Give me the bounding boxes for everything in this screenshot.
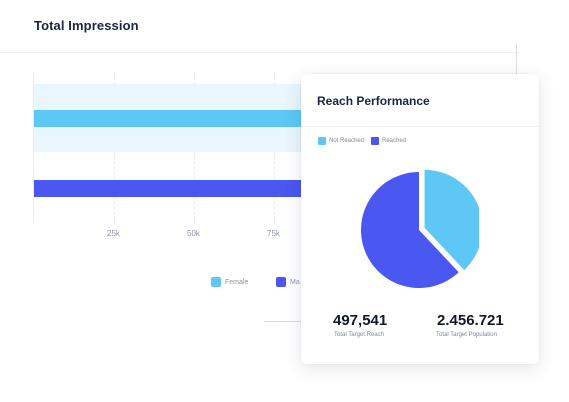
impression-title: Total Impression (34, 18, 139, 33)
total-target-population-label: Total Target Population (436, 332, 497, 338)
pie-svg (361, 169, 483, 288)
reach-title: Reach Performance (317, 94, 430, 108)
legend-male-swatch (276, 277, 286, 287)
tick-label-25k: 25k (107, 229, 120, 238)
card-bottom-edge (264, 321, 304, 322)
card-edge-line (516, 44, 517, 74)
impression-header: Total Impression (0, 0, 520, 53)
legend-not-reached-swatch (318, 137, 326, 145)
legend-female-swatch (211, 277, 221, 287)
male-bar[interactable] (34, 180, 304, 197)
legend-male-label: Ma (290, 279, 300, 286)
chart-y-axis (33, 72, 34, 224)
legend-reached-swatch (371, 137, 379, 145)
total-target-reach-value: 497,541 (333, 312, 388, 329)
pie-slice-reached[interactable] (361, 172, 459, 288)
reach-header: Reach Performance (301, 74, 539, 127)
pie-slice-not-reached[interactable] (424, 169, 483, 271)
reach-pie-chart (359, 169, 483, 290)
total-target-reach-label: Total Target Reach (334, 332, 384, 338)
female-bar[interactable] (34, 110, 304, 127)
legend-female-label: Female (225, 279, 249, 286)
legend-reached-label: Reached (382, 138, 407, 144)
impression-bar-chart: 25k 50k 75k Female Ma (0, 52, 520, 322)
total-target-population-value: 2.456.721 (437, 312, 504, 329)
legend-not-reached-label: Not Reached (329, 138, 365, 144)
reach-performance-card: Reach Performance Not Reached Reached 49… (301, 74, 539, 364)
tick-label-50k: 50k (187, 229, 200, 238)
tick-label-75k: 75k (267, 229, 280, 238)
